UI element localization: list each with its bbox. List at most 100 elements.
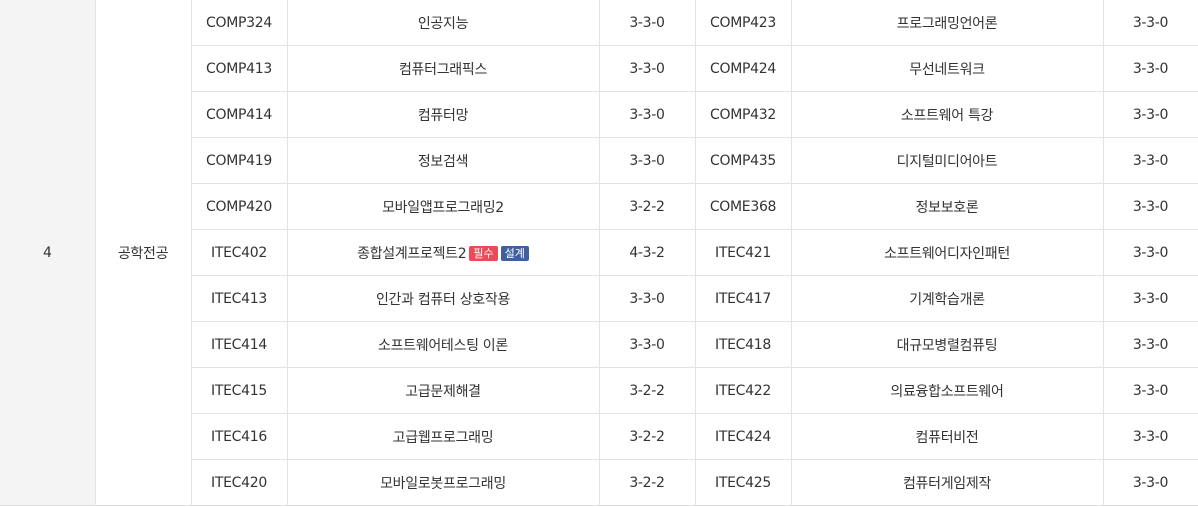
- course-name-cell: 모바일로봇프로그래밍: [286, 459, 599, 506]
- table-row: COMP419 정보검색 3-3-0 COMP435 디지털미디어아트 3-3-0: [0, 137, 1198, 184]
- course-name: 기계학습개론: [909, 291, 985, 308]
- course-code: ITEC425: [694, 459, 791, 506]
- course-name: 소프트웨어 특강: [900, 107, 994, 124]
- course-name: 종합설계프로젝트2: [357, 245, 467, 262]
- course-name: 정보보호론: [915, 199, 979, 216]
- course-code: COMP432: [694, 91, 791, 138]
- course-code: COMP424: [694, 45, 791, 92]
- course-credit: 3-3-0: [598, 137, 695, 184]
- course-credit: 3-3-0: [1102, 413, 1198, 460]
- course-name-cell: 인공지능: [286, 0, 599, 46]
- course-credit: 3-3-0: [1102, 137, 1198, 184]
- course-code: ITEC414: [190, 321, 287, 368]
- course-name: 디지털미디어아트: [896, 153, 998, 170]
- course-credit: 3-3-0: [1102, 321, 1198, 368]
- course-name-cell: 컴퓨터게임제작: [790, 459, 1103, 506]
- course-name-cell: 프로그래밍언어론: [790, 0, 1103, 46]
- course-name: 의료융합소프트웨어: [890, 383, 1004, 400]
- course-name-cell: 모바일앱프로그래밍2: [286, 183, 599, 230]
- course-name: 프로그래밍언어론: [896, 15, 998, 32]
- course-credit: 3-2-2: [598, 183, 695, 230]
- course-credit: 3-3-0: [1102, 0, 1198, 46]
- course-name: 무선네트워크: [909, 61, 985, 78]
- course-credit: 3-3-0: [1102, 367, 1198, 414]
- design-badge: 설계: [500, 245, 529, 261]
- course-code: COME368: [694, 183, 791, 230]
- course-credit: 3-2-2: [598, 367, 695, 414]
- course-credit: 3-3-0: [1102, 183, 1198, 230]
- table-row: COMP414 컴퓨터망 3-3-0 COMP432 소프트웨어 특강 3-3-0: [0, 91, 1198, 138]
- course-name-cell: 컴퓨터그래픽스: [286, 45, 599, 92]
- course-name-cell: 소프트웨어디자인패턴: [790, 229, 1103, 276]
- course-code: ITEC402: [190, 229, 287, 276]
- course-code: ITEC418: [694, 321, 791, 368]
- course-name-cell: 인간과 컴퓨터 상호작용: [286, 275, 599, 322]
- course-credit: 3-3-0: [598, 275, 695, 322]
- course-name: 정보검색: [417, 153, 469, 170]
- table-row: ITEC420 모바일로봇프로그래밍 3-2-2 ITEC425 컴퓨터게임제작 3-3-…: [0, 459, 1198, 506]
- course-code: COMP414: [190, 91, 287, 138]
- course-name: 컴퓨터망: [417, 107, 469, 124]
- course-code: ITEC421: [694, 229, 791, 276]
- table-row: ITEC415 고급문제해결 3-2-2 ITEC422 의료융합소프트웨어 3-3-0: [0, 367, 1198, 414]
- course-name: 대규모병렬컴퓨팅: [896, 337, 998, 354]
- course-name-cell: 컴퓨터망: [286, 91, 599, 138]
- course-name-cell: 정보검색: [286, 137, 599, 184]
- required-badge: 필수: [469, 245, 498, 261]
- course-credit: 3-3-0: [1102, 229, 1198, 276]
- course-code: COMP420: [190, 183, 287, 230]
- course-name-cell: 소프트웨어테스팅 이론: [286, 321, 599, 368]
- course-code: ITEC420: [190, 459, 287, 506]
- course-name: 소프트웨어테스팅 이론: [378, 337, 508, 354]
- course-name-cell: 무선네트워크: [790, 45, 1103, 92]
- course-name-cell: 기계학습개론: [790, 275, 1103, 322]
- course-name: 고급문제해결: [405, 383, 481, 400]
- course-credit: 3-3-0: [598, 45, 695, 92]
- course-name-cell: 소프트웨어 특강: [790, 91, 1103, 138]
- course-code: COMP419: [190, 137, 287, 184]
- course-credit: 3-2-2: [598, 459, 695, 506]
- course-credit: 3-3-0: [598, 0, 695, 46]
- course-code: ITEC424: [694, 413, 791, 460]
- course-name-cell: 고급웹프로그래밍: [286, 413, 599, 460]
- course-name-cell: 디지털미디어아트: [790, 137, 1103, 184]
- course-code: ITEC422: [694, 367, 791, 414]
- course-code: COMP435: [694, 137, 791, 184]
- course-code: COMP413: [190, 45, 287, 92]
- table-row: COMP420 모바일앱프로그래밍2 3-2-2 COME368 정보보호론 3-3-0: [0, 183, 1198, 230]
- course-name-cell: 고급문제해결: [286, 367, 599, 414]
- course-credit: 3-3-0: [1102, 275, 1198, 322]
- category-cell: 공학전공: [94, 0, 191, 506]
- course-credit: 3-3-0: [1102, 91, 1198, 138]
- course-name: 컴퓨터그래픽스: [398, 61, 488, 78]
- table-row: ITEC413 인간과 컴퓨터 상호작용 3-3-0 ITEC417 기계학습개론 3-3…: [0, 275, 1198, 322]
- course-credit: 3-2-2: [598, 413, 695, 460]
- course-name-cell: 대규모병렬컴퓨팅: [790, 321, 1103, 368]
- course-credit: 3-3-0: [598, 321, 695, 368]
- table-row: ITEC402 종합설계프로젝트2 필수 설계 4-3-2 ITEC421 소프트웨어디자인…: [0, 229, 1198, 276]
- course-code: COMP324: [190, 0, 287, 46]
- course-name: 컴퓨터게임제작: [902, 475, 992, 492]
- course-name: 고급웹프로그래밍: [392, 429, 494, 446]
- course-name-cell: 컴퓨터비전: [790, 413, 1103, 460]
- table-row: ITEC416 고급웹프로그래밍 3-2-2 ITEC424 컴퓨터비전 3-3-0: [0, 413, 1198, 460]
- table-row: ITEC414 소프트웨어테스팅 이론 3-3-0 ITEC418 대규모병렬컴퓨팅 3-…: [0, 321, 1198, 368]
- course-name-cell: 종합설계프로젝트2 필수 설계: [286, 229, 599, 276]
- course-name-cell: 정보보호론: [790, 183, 1103, 230]
- course-name-cell: 의료융합소프트웨어: [790, 367, 1103, 414]
- course-code: COMP423: [694, 0, 791, 46]
- course-credit: 3-3-0: [598, 91, 695, 138]
- table-row: COMP413 컴퓨터그래픽스 3-3-0 COMP424 무선네트워크 3-3-0: [0, 45, 1198, 92]
- year-cell: 4: [0, 0, 95, 506]
- course-name: 컴퓨터비전: [915, 429, 979, 446]
- course-name: 인공지능: [417, 15, 469, 32]
- course-code: ITEC416: [190, 413, 287, 460]
- course-code: ITEC417: [694, 275, 791, 322]
- course-credit: 4-3-2: [598, 229, 695, 276]
- course-name: 소프트웨어디자인패턴: [884, 245, 1010, 262]
- course-credit: 3-3-0: [1102, 45, 1198, 92]
- course-credit: 3-3-0: [1102, 459, 1198, 506]
